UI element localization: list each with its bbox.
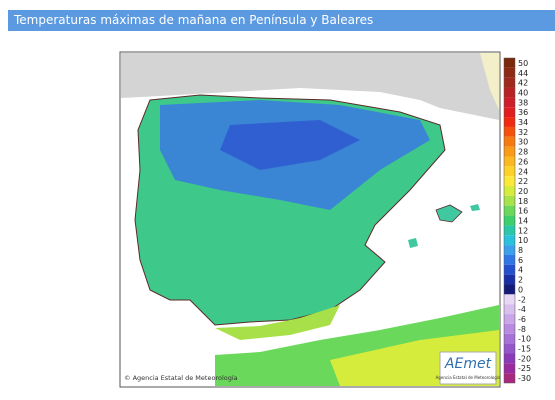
legend-label: -2 <box>518 295 526 304</box>
legend-swatch <box>504 343 515 354</box>
title: Temperaturas máximas de mañana en Peníns… <box>14 13 374 27</box>
legend-swatch <box>504 166 515 177</box>
legend-label: 50 <box>518 59 528 68</box>
legend-swatch <box>504 195 515 206</box>
legend-label: 2 <box>518 276 523 285</box>
legend-swatch <box>504 235 515 246</box>
legend-swatch <box>504 294 515 305</box>
legend-swatch <box>504 215 515 226</box>
land-outside <box>121 53 499 120</box>
south-coast <box>215 305 340 340</box>
legend-swatch <box>504 245 515 255</box>
legend-swatch <box>504 363 515 374</box>
legend-swatch <box>504 186 515 196</box>
legend-label: -8 <box>518 325 526 334</box>
legend-swatch <box>504 87 515 98</box>
legend-label: 10 <box>518 236 528 245</box>
legend-swatch <box>504 264 515 275</box>
legend-swatch <box>504 107 515 118</box>
logo-subtitle: Agencia Estatal de Meteorología <box>436 375 501 380</box>
legend-label: 44 <box>518 69 528 78</box>
legend-label: -4 <box>518 305 526 314</box>
legend-label: 6 <box>518 256 523 265</box>
legend-swatch <box>504 353 515 364</box>
legend-swatch <box>504 205 515 216</box>
legend-label: 34 <box>518 118 528 127</box>
legend-swatch <box>504 67 515 78</box>
legend-label: 36 <box>518 108 528 117</box>
legend-swatch <box>504 97 515 108</box>
legend-swatch <box>504 225 515 236</box>
legend-swatch <box>504 156 515 167</box>
legend-swatch <box>504 136 515 147</box>
legend-swatch <box>504 304 515 315</box>
legend-swatch <box>504 284 515 295</box>
france-warm <box>480 53 499 110</box>
legend-label: 24 <box>518 167 528 176</box>
ibiza <box>408 238 418 248</box>
legend-label: -10 <box>518 335 531 344</box>
legend-label: 12 <box>518 226 528 235</box>
legend-label: 30 <box>518 138 528 147</box>
legend-label: 8 <box>518 246 523 255</box>
legend-swatch <box>504 373 515 383</box>
credit: © Agencia Estatal de Meteorología <box>124 374 238 382</box>
legend-label: -15 <box>518 345 531 354</box>
legend-frame <box>503 57 516 384</box>
legend-label: -30 <box>518 374 531 383</box>
legend-swatch <box>504 58 515 68</box>
legend-label: 4 <box>518 266 523 275</box>
legend-label: -6 <box>518 315 526 324</box>
legend-label: 38 <box>518 98 528 107</box>
legend-swatch <box>504 146 515 157</box>
legend-label: 26 <box>518 157 528 166</box>
legend-label: 32 <box>518 128 528 137</box>
legend-label: 22 <box>518 177 528 186</box>
legend-label: 18 <box>518 197 528 206</box>
menorca <box>470 204 480 211</box>
mallorca <box>435 204 463 223</box>
legend-label: 16 <box>518 207 528 216</box>
legend-label: 20 <box>518 187 528 196</box>
legend-label: 40 <box>518 88 528 97</box>
legend-swatch <box>504 77 515 88</box>
legend-label: -20 <box>518 354 531 363</box>
legend-swatch <box>504 323 515 334</box>
legend-swatch <box>504 117 515 127</box>
title-bar: Temperaturas máximas de mañana en Peníns… <box>8 10 555 31</box>
legend-swatch <box>504 126 515 137</box>
cold-plateau <box>220 120 360 170</box>
legend-label: 42 <box>518 79 528 88</box>
legend-label: -25 <box>518 364 531 373</box>
logo-box <box>439 351 497 385</box>
legend-label: 0 <box>518 285 523 294</box>
legend-swatch <box>504 314 515 324</box>
legend-swatch <box>504 176 515 187</box>
legend-label: 14 <box>518 217 528 226</box>
legend-swatch <box>504 254 515 265</box>
legend-label: 28 <box>518 148 528 157</box>
legend-swatch <box>504 333 515 344</box>
logo: AEmet <box>444 356 492 372</box>
legend-swatch <box>504 274 515 285</box>
